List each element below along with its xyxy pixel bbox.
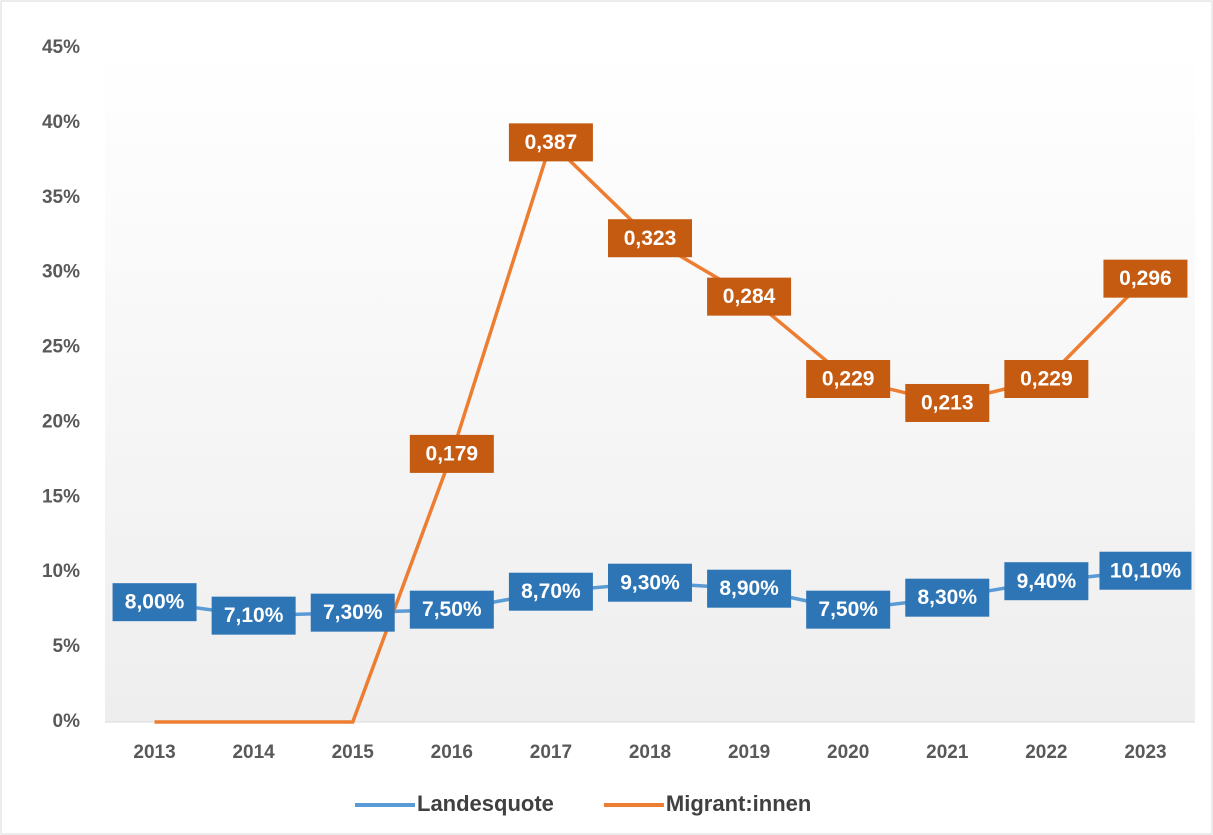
x-tick-label: 2022 (1025, 742, 1067, 763)
x-tick-label: 2019 (728, 742, 770, 763)
value-label-box (608, 563, 692, 602)
value-label-box (1004, 360, 1089, 399)
y-tick-label: 10% (42, 561, 80, 582)
value-label: 0,229 (1020, 368, 1073, 391)
value-label: 0,213 (921, 392, 974, 415)
x-tick-label: 2014 (232, 742, 275, 763)
value-label: 0,179 (426, 442, 479, 465)
value-label-box (508, 123, 593, 162)
value-label-box (806, 590, 891, 629)
value-label: 7,10% (224, 604, 284, 627)
value-label-box (806, 360, 891, 399)
y-tick-label: 0% (53, 711, 81, 732)
value-label: 0,387 (525, 131, 578, 154)
y-tick-label: 20% (42, 411, 80, 432)
value-label: 7,30% (323, 601, 383, 624)
y-tick-label: 25% (42, 337, 80, 358)
x-tick-label: 2018 (629, 742, 671, 763)
value-label-box (409, 590, 494, 629)
legend-label: Landesquote (417, 791, 554, 816)
value-label: 8,90% (719, 577, 779, 600)
value-label-box (1099, 551, 1192, 590)
value-label-box (211, 596, 296, 635)
value-label: 8,30% (917, 586, 977, 609)
value-label: 9,30% (620, 571, 680, 594)
value-label: 0,229 (822, 368, 875, 391)
value-label-box (310, 593, 395, 632)
y-tick-label: 5% (53, 636, 81, 657)
legend-label: Migrant:innen (666, 791, 811, 816)
y-tick-label: 35% (42, 187, 80, 208)
value-label: 0,323 (624, 227, 677, 250)
x-tick-label: 2023 (1124, 742, 1166, 763)
value-label-box (1103, 259, 1188, 298)
value-label-box (409, 434, 494, 473)
value-label: 7,50% (818, 598, 878, 621)
value-label: 7,50% (422, 598, 482, 621)
x-tick-label: 2013 (133, 742, 175, 763)
value-label-box (112, 583, 197, 622)
x-tick-label: 2017 (530, 742, 572, 763)
value-label: 8,70% (521, 580, 581, 603)
y-tick-label: 45% (42, 37, 80, 58)
x-tick-label: 2016 (431, 742, 473, 763)
value-label-box (707, 277, 792, 316)
value-label: 0,296 (1119, 267, 1172, 290)
y-tick-label: 40% (42, 112, 80, 133)
value-label-box (905, 383, 990, 422)
value-label-box (508, 572, 593, 611)
value-label: 0,284 (723, 285, 776, 308)
value-label: 8,00% (125, 591, 185, 614)
y-tick-label: 30% (42, 262, 80, 283)
x-tick-label: 2020 (827, 742, 869, 763)
value-label: 9,40% (1017, 570, 1077, 593)
value-label-box (905, 578, 990, 617)
value-label-box (1004, 562, 1089, 601)
value-label-box (707, 569, 792, 608)
x-tick-label: 2021 (926, 742, 969, 763)
value-label: 10,10% (1110, 559, 1182, 582)
value-label-box (608, 219, 692, 258)
x-tick-label: 2015 (332, 742, 375, 763)
y-tick-label: 15% (42, 486, 80, 507)
